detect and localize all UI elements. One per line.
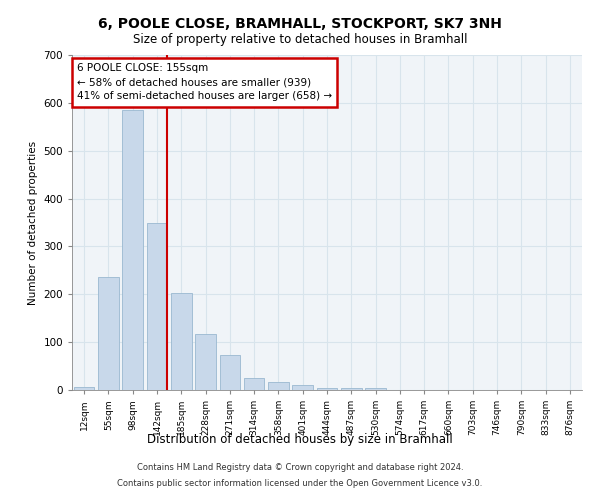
Bar	[244, 378, 265, 390]
Text: 6, POOLE CLOSE, BRAMHALL, STOCKPORT, SK7 3NH: 6, POOLE CLOSE, BRAMHALL, STOCKPORT, SK7…	[98, 18, 502, 32]
Bar	[317, 388, 337, 390]
Text: Contains public sector information licensed under the Open Government Licence v3: Contains public sector information licen…	[118, 478, 482, 488]
Y-axis label: Number of detached properties: Number of detached properties	[28, 140, 38, 304]
Bar	[146, 224, 167, 390]
Text: 6 POOLE CLOSE: 155sqm
← 58% of detached houses are smaller (939)
41% of semi-det: 6 POOLE CLOSE: 155sqm ← 58% of detached …	[77, 64, 332, 102]
Text: Distribution of detached houses by size in Bramhall: Distribution of detached houses by size …	[147, 432, 453, 446]
Bar	[292, 385, 313, 390]
Bar	[341, 388, 362, 390]
Bar	[195, 334, 216, 390]
Text: Size of property relative to detached houses in Bramhall: Size of property relative to detached ho…	[133, 32, 467, 46]
Bar	[122, 110, 143, 390]
Bar	[98, 276, 119, 390]
Bar	[220, 355, 240, 390]
Bar	[268, 382, 289, 390]
Bar	[171, 293, 191, 390]
Text: Contains HM Land Registry data © Crown copyright and database right 2024.: Contains HM Land Registry data © Crown c…	[137, 464, 463, 472]
Bar	[365, 388, 386, 390]
Bar	[74, 386, 94, 390]
